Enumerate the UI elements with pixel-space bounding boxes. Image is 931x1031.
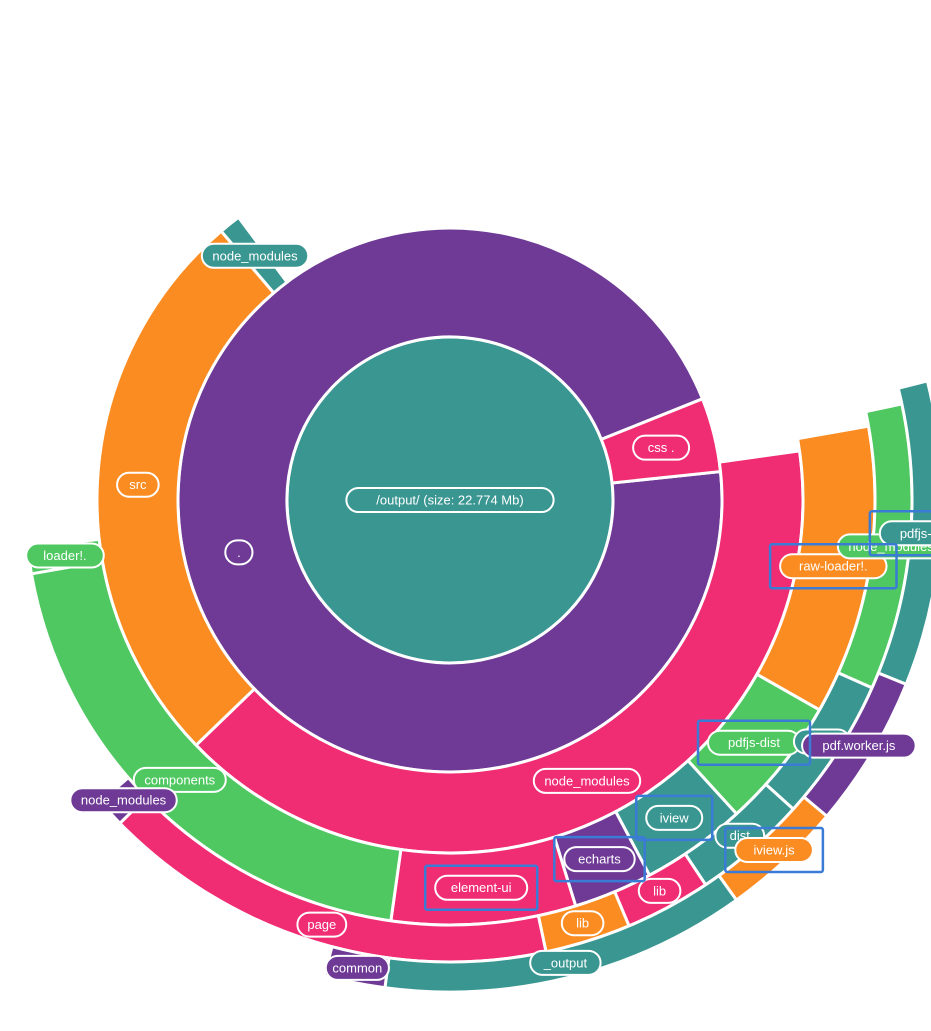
- label-d3-0-raw-loader-text: raw-loader!.: [799, 559, 868, 574]
- label-d3-6-loader: loader!.: [25, 542, 105, 569]
- label-d3-4-element-ui-text: element-ui: [451, 880, 512, 895]
- label-d3-6-loader-pill: [25, 542, 105, 569]
- label-d2-2-node-modules-text: node_modules: [212, 248, 298, 263]
- label-d3-4-element-ui: element-ui: [434, 874, 529, 901]
- highlight-layer: [423, 510, 931, 911]
- label-d2-1-src: src: [116, 471, 160, 498]
- highlight-box-iview-js: [724, 826, 825, 874]
- root-label-pill: [345, 487, 555, 513]
- label-d1-1-css: css .: [632, 434, 691, 461]
- label-d3-0-raw-loader: raw-loader!.: [779, 553, 888, 580]
- label-d1-1-css-pill: [632, 434, 691, 461]
- label-d3-6-loader-text: loader!.: [43, 548, 86, 563]
- label-d3-5-components-text: components: [144, 772, 215, 787]
- label-d4-4-lib-pill: [560, 910, 605, 937]
- labels-layer: /output/ (size: 22.774 Mb). css . node_mod…: [25, 242, 931, 981]
- label-d4-5-page-pill: [296, 911, 348, 938]
- label-d1-1-css-text: css .: [648, 440, 675, 455]
- label-d3-2-iview-text: iview: [660, 810, 690, 825]
- label-d3-5-components-pill: [132, 766, 227, 793]
- label-d5-0-pdfjs-dist-pill: [878, 520, 931, 547]
- label-d2-2-node-modules-pill: [200, 242, 310, 269]
- label-d3-3-echarts: echarts: [563, 846, 636, 873]
- label-d2-0-node-modules: node_modules: [532, 767, 642, 794]
- highlight-box-raw-loader: [768, 542, 898, 590]
- label-d2-0-node-modules-text: node_modules: [544, 773, 630, 788]
- highlight-box-pdfjs-dist: [868, 510, 931, 557]
- label-d1-0-dot: .: [224, 539, 254, 566]
- label-d5-3-output: _output: [529, 949, 602, 976]
- label-d5-2-iview-js: iview.js: [734, 836, 814, 863]
- label-d2-1-src-pill: [116, 471, 160, 498]
- highlight-box-element-ui: [423, 864, 539, 911]
- label-d4-4-lib-text: lib: [576, 916, 589, 931]
- label-d5-3-output-text: _output: [543, 955, 588, 970]
- highlight-box-pdfjs-dist: [696, 719, 812, 766]
- label-d4-6-node-modules: node_modules: [69, 787, 178, 814]
- root-label-text: /output/ (size: 22.774 Mb): [376, 493, 523, 508]
- label-d5-0-pdfjs-dist: pdfjs-dist: [878, 520, 931, 547]
- root-label: /output/ (size: 22.774 Mb): [345, 487, 555, 513]
- label-d3-5-components: components: [132, 766, 227, 793]
- label-d3-3-echarts-pill: [563, 846, 636, 873]
- label-d1-0-dot-text: .: [237, 545, 241, 560]
- highlight-box-iview: [634, 794, 714, 842]
- label-d5-4-common: common: [324, 954, 390, 981]
- label-d4-3-lib: lib: [637, 877, 682, 904]
- label-d2-2-node-modules: node_modules: [200, 242, 310, 269]
- highlight-box-echarts: [553, 835, 646, 883]
- label-d5-4-common-pill: [324, 954, 390, 981]
- label-d3-3-echarts-text: echarts: [578, 852, 621, 867]
- label-d3-1-pdfjs-dist: pdfjs-dist: [707, 729, 802, 756]
- label-d4-6-node-modules-pill: [69, 787, 178, 814]
- label-d3-1-pdfjs-dist-text: pdfjs-dist: [728, 735, 780, 750]
- label-d2-1-src-text: src: [129, 477, 147, 492]
- label-d5-1-pdf-worker-js-text: pdf.worker.js: [822, 738, 895, 753]
- label-d4-3-lib-pill: [637, 877, 682, 904]
- label-d2-0-node-modules-pill: [532, 767, 642, 794]
- label-d3-2-iview: iview: [645, 804, 704, 831]
- label-d3-0-raw-loader-pill: [779, 553, 888, 580]
- label-d3-2-iview-pill: [645, 804, 704, 831]
- label-d3-4-element-ui-pill: [434, 874, 529, 901]
- label-d1-0-dot-pill: [224, 539, 254, 566]
- label-d5-1-pdf-worker-js: pdf.worker.js: [801, 732, 917, 759]
- label-d4-6-node-modules-text: node_modules: [81, 793, 167, 808]
- label-d5-0-pdfjs-dist-text: pdfjs-dist: [900, 526, 931, 541]
- label-d5-2-iview-js-pill: [734, 836, 814, 863]
- label-d5-4-common-text: common: [332, 960, 382, 975]
- label-d4-3-lib-text: lib: [653, 883, 666, 898]
- label-d5-1-pdf-worker-js-pill: [801, 732, 917, 759]
- label-d5-3-output-pill: [529, 949, 602, 976]
- label-d4-5-page: page: [296, 911, 348, 938]
- label-d5-2-iview-js-text: iview.js: [753, 842, 795, 857]
- label-d4-5-page-text: page: [307, 917, 336, 932]
- label-d4-4-lib: lib: [560, 910, 605, 937]
